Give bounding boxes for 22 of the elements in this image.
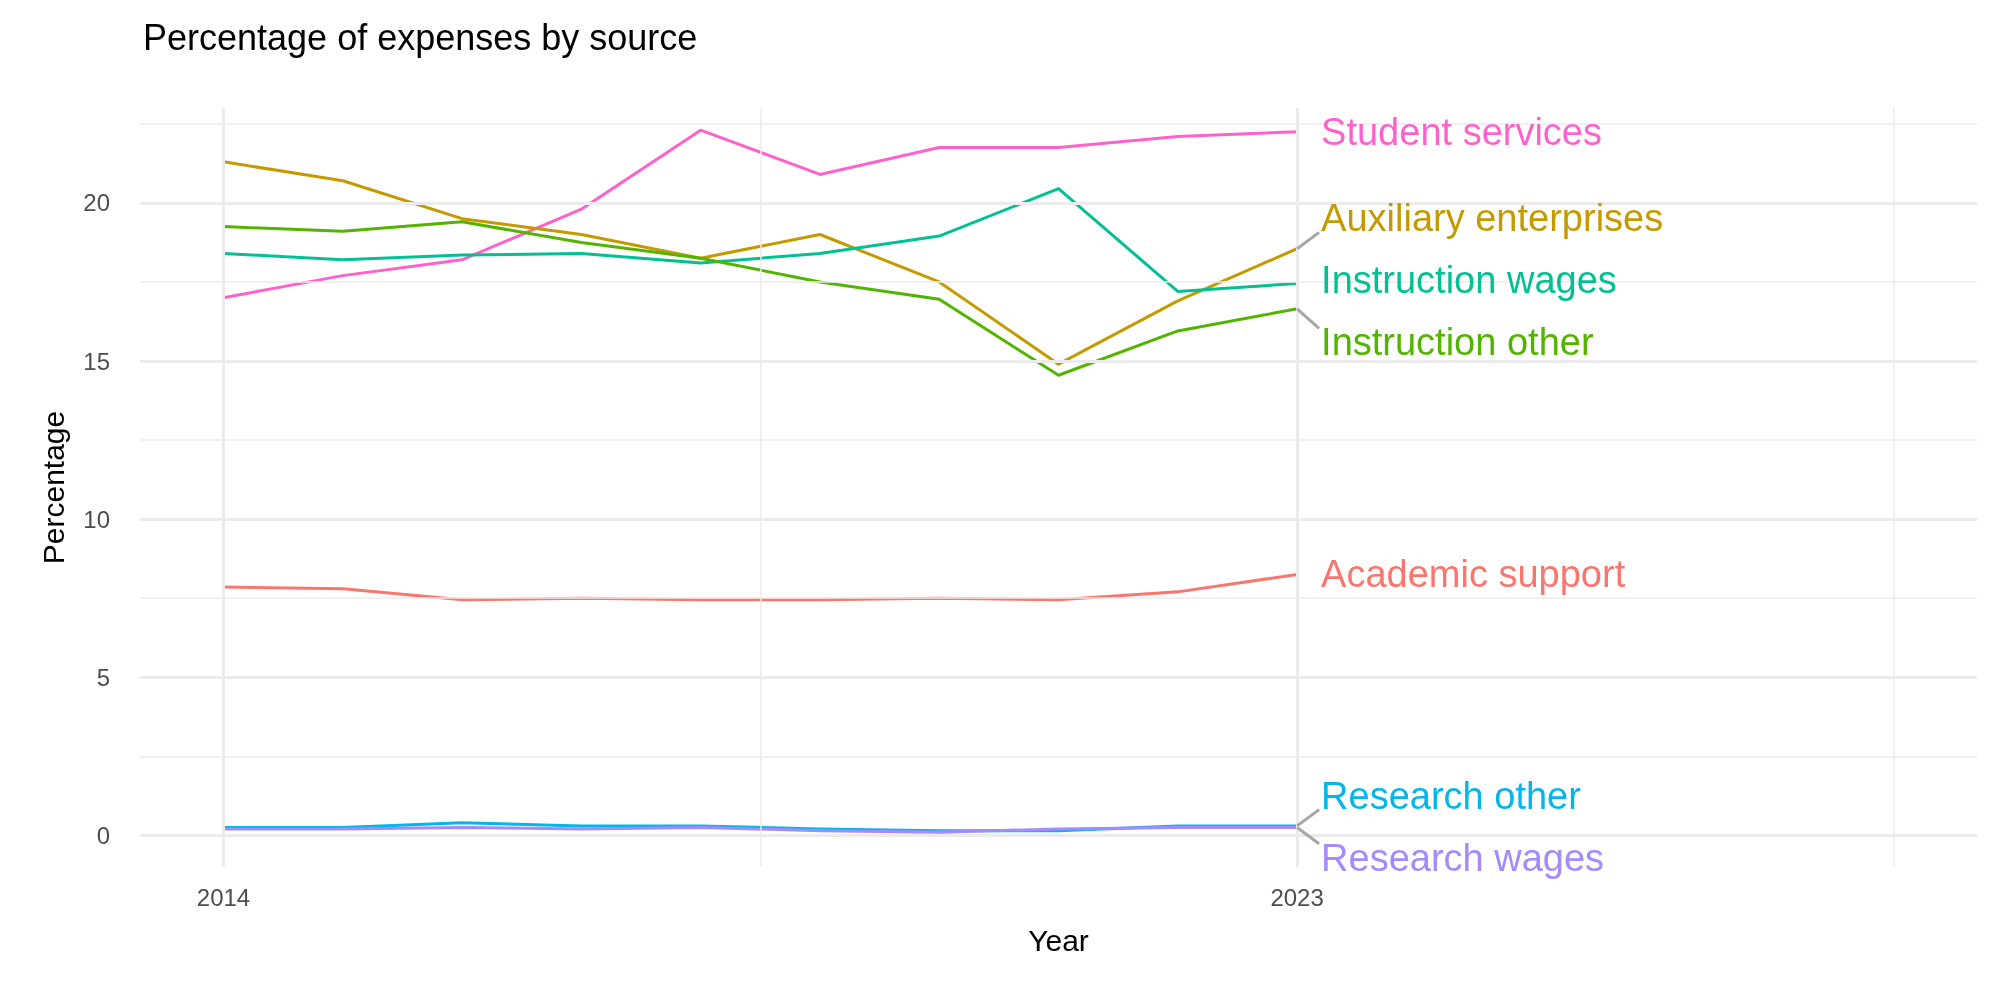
- y-tick-label: 0: [96, 821, 110, 849]
- y-tick-label: 15: [83, 347, 110, 375]
- line-series: [222, 160, 1299, 366]
- x-axis-title: Year: [1028, 923, 1089, 957]
- series-label: Research other: [1321, 774, 1582, 817]
- chart-title: Percentage of expenses by source: [143, 16, 698, 58]
- series-label: Instruction wages: [1321, 259, 1617, 302]
- series-label: Auxiliary enterprises: [1321, 197, 1664, 240]
- x-tick-label: 2014: [196, 883, 251, 911]
- y-axis-title: Percentage: [36, 410, 70, 565]
- line-series: [222, 187, 1299, 293]
- y-tick-label: 20: [83, 189, 110, 217]
- series-label: Student services: [1321, 110, 1602, 153]
- y-tick-label: 5: [96, 663, 110, 691]
- series-label: Academic support: [1321, 553, 1626, 596]
- series-label: Instruction other: [1321, 321, 1594, 364]
- line-series: [222, 572, 1299, 602]
- line-series: [222, 220, 1299, 377]
- series-label: Research wages: [1321, 836, 1605, 879]
- x-tick-label: 2023: [1270, 883, 1324, 911]
- line-series: [222, 128, 1299, 300]
- y-tick-label: 10: [83, 505, 110, 533]
